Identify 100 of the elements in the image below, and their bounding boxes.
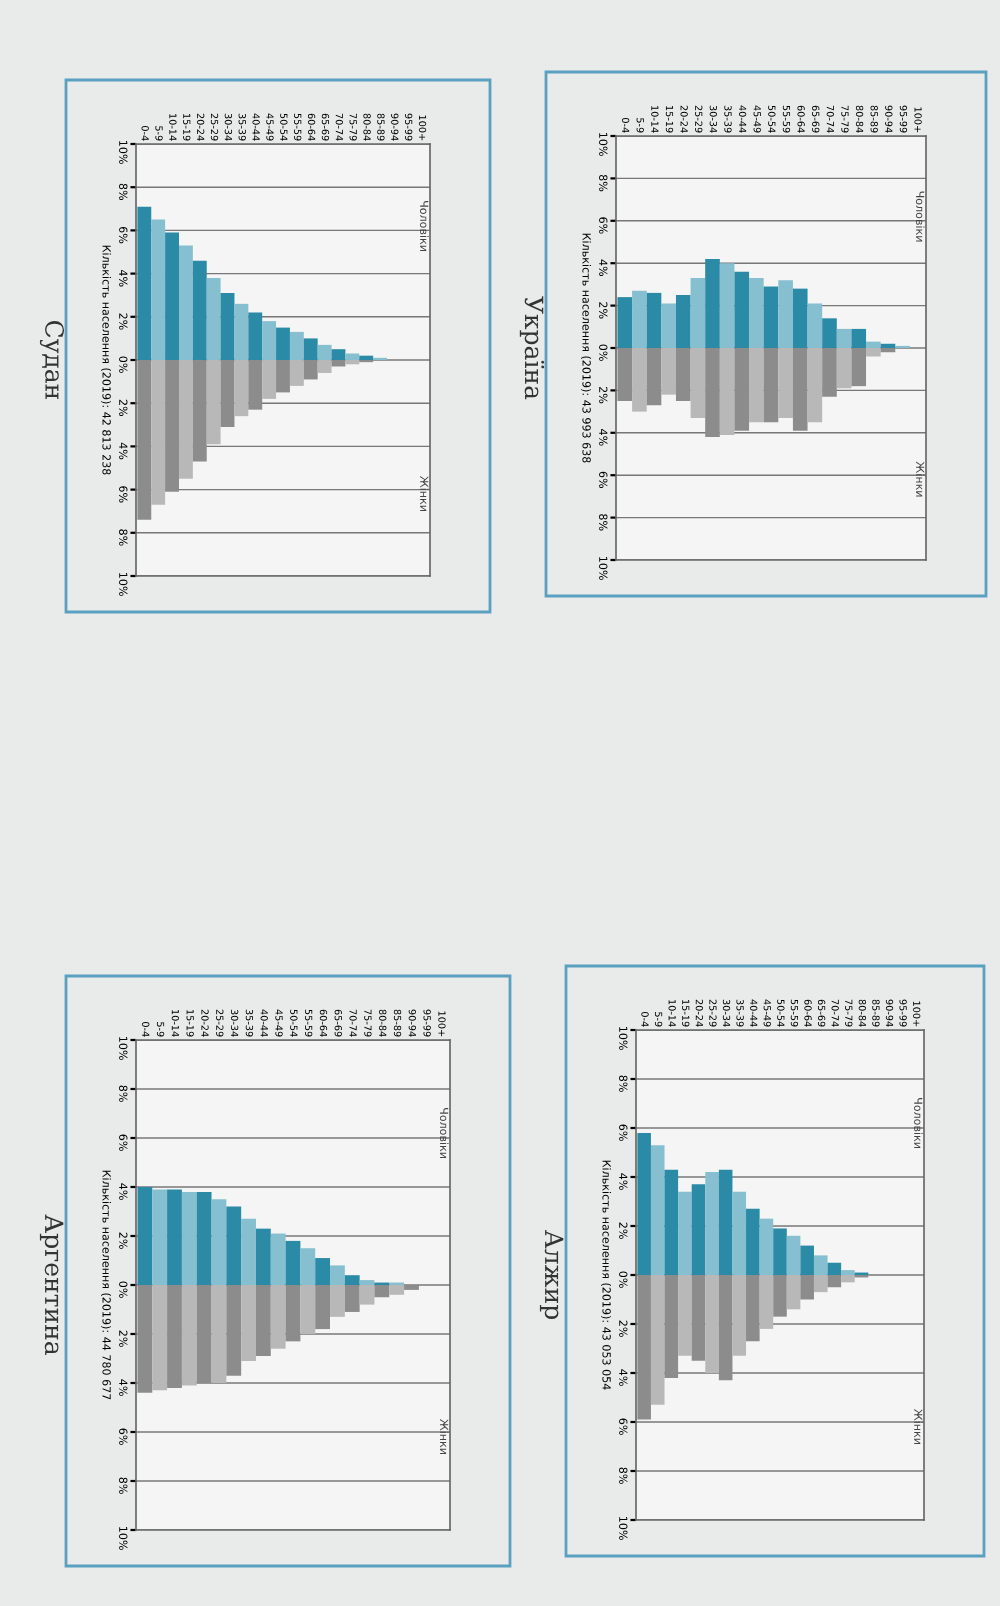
bar [181, 1191, 197, 1285]
bar [192, 260, 207, 360]
bar [664, 1169, 679, 1275]
bar [759, 1275, 774, 1329]
bar [137, 1285, 153, 1393]
bar [206, 360, 221, 445]
bar [617, 297, 633, 348]
bar [632, 290, 647, 348]
bar [359, 1285, 375, 1305]
bar [691, 1184, 706, 1275]
bar [303, 338, 318, 360]
bar [178, 360, 193, 479]
bar [773, 1275, 787, 1317]
bar [841, 1275, 855, 1283]
bar [705, 258, 720, 348]
bar [773, 1228, 787, 1275]
bar [675, 348, 691, 401]
bar [344, 1275, 360, 1285]
bar [196, 1285, 212, 1383]
bar [211, 1199, 227, 1285]
bar [734, 348, 750, 431]
bar [678, 1275, 692, 1356]
bar [317, 344, 332, 360]
text: Судан [39, 321, 65, 400]
bar [675, 295, 691, 348]
bar [165, 232, 179, 360]
bar [822, 318, 837, 348]
bar [632, 348, 647, 412]
bar [151, 360, 166, 505]
bar [285, 1240, 301, 1285]
bar [646, 292, 662, 348]
bar [226, 1206, 242, 1285]
bar [661, 348, 676, 395]
bar [152, 1189, 168, 1285]
bar [255, 1285, 271, 1357]
bar [637, 1132, 651, 1275]
bar [270, 1285, 286, 1349]
bar [866, 348, 881, 357]
bar [705, 1172, 719, 1275]
bar [192, 360, 207, 462]
bar [851, 348, 867, 387]
bar [300, 1285, 316, 1334]
bar [763, 348, 779, 423]
bar [678, 1191, 692, 1275]
bar [300, 1248, 316, 1285]
bar [749, 278, 764, 348]
bar [800, 1275, 814, 1300]
bar [220, 360, 235, 427]
bar [807, 348, 823, 423]
bar [792, 348, 808, 431]
bar [786, 1275, 801, 1310]
bar [650, 1275, 665, 1405]
text: Алжир [539, 1230, 564, 1319]
bar [813, 1255, 828, 1275]
bar [317, 360, 332, 373]
bar [650, 1145, 665, 1275]
bar [851, 328, 867, 348]
bar [330, 1265, 345, 1285]
bar [262, 321, 277, 360]
bar [248, 360, 263, 410]
bar [315, 1285, 331, 1330]
bar [732, 1275, 747, 1356]
bar [637, 1275, 651, 1420]
bar [137, 1187, 153, 1285]
bar [289, 360, 304, 386]
bar [270, 1233, 286, 1285]
bar [800, 1245, 814, 1275]
bar [289, 331, 304, 360]
bar [617, 348, 633, 401]
bar [211, 1285, 227, 1383]
bar [226, 1285, 242, 1376]
bar [786, 1235, 801, 1275]
bar [664, 1275, 679, 1378]
bar [822, 348, 837, 397]
bar [152, 1285, 168, 1391]
bar [759, 1218, 774, 1275]
bar [749, 348, 764, 423]
bar [705, 1275, 719, 1373]
bar [241, 1285, 256, 1361]
bar [778, 280, 793, 348]
bar [646, 348, 662, 406]
bar [345, 353, 360, 360]
bar [718, 1275, 733, 1381]
bar [807, 303, 823, 348]
bar [285, 1285, 301, 1342]
bar [732, 1191, 747, 1275]
bar [836, 328, 852, 348]
bar [690, 348, 706, 418]
bar [691, 1275, 706, 1361]
text: Україна [519, 296, 545, 400]
bar [690, 278, 706, 348]
bar [178, 245, 193, 360]
bar [813, 1275, 828, 1293]
bar [241, 1218, 256, 1285]
bar [137, 206, 152, 360]
bar [206, 277, 221, 360]
bar [330, 1285, 345, 1317]
bar [389, 1285, 405, 1295]
bar [331, 349, 346, 360]
bar [827, 1262, 842, 1275]
